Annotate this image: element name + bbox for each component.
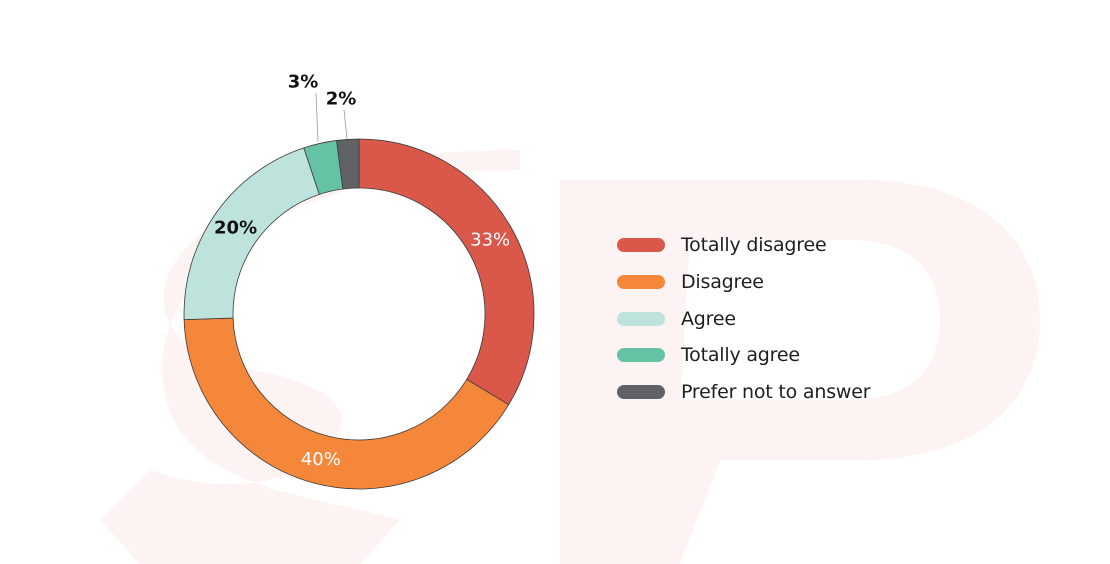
data-label-totally-disagree: 33% <box>470 230 510 251</box>
legend-label: Totally agree <box>681 344 800 367</box>
legend-label: Totally disagree <box>681 234 827 257</box>
slice-totally-disagree <box>358 138 535 406</box>
leader-line-prefer-not-to-answer <box>343 109 348 140</box>
legend-item-disagree: Disagree <box>617 264 870 301</box>
legend-item-agree: Agree <box>617 300 870 337</box>
slice-prefer-not-to-answer <box>336 138 360 190</box>
legend-swatch <box>617 311 665 326</box>
legend-label: Disagree <box>681 271 764 294</box>
slice-disagree <box>183 317 510 490</box>
leader-line-totally-agree <box>315 92 319 143</box>
legend-label: Agree <box>681 307 736 330</box>
legend-item-totally-agree: Totally agree <box>617 337 870 374</box>
legend-swatch <box>617 348 665 363</box>
legend-swatch <box>617 238 665 253</box>
legend-item-totally-disagree: Totally disagree <box>617 227 870 264</box>
chart-legend: Totally disagree Disagree Agree Totally agr… <box>617 227 871 411</box>
legend-swatch <box>617 275 665 290</box>
legend-label: Prefer not to answer <box>681 381 871 404</box>
data-label-prefer-not-to-answer: 2% <box>326 89 357 110</box>
legend-swatch <box>617 385 665 400</box>
data-label-agree: 20% <box>214 217 257 238</box>
legend-item-prefer-not-to-answer: Prefer not to answer <box>617 374 871 411</box>
data-label-totally-agree: 3% <box>288 72 319 93</box>
data-label-disagree: 40% <box>301 449 341 470</box>
